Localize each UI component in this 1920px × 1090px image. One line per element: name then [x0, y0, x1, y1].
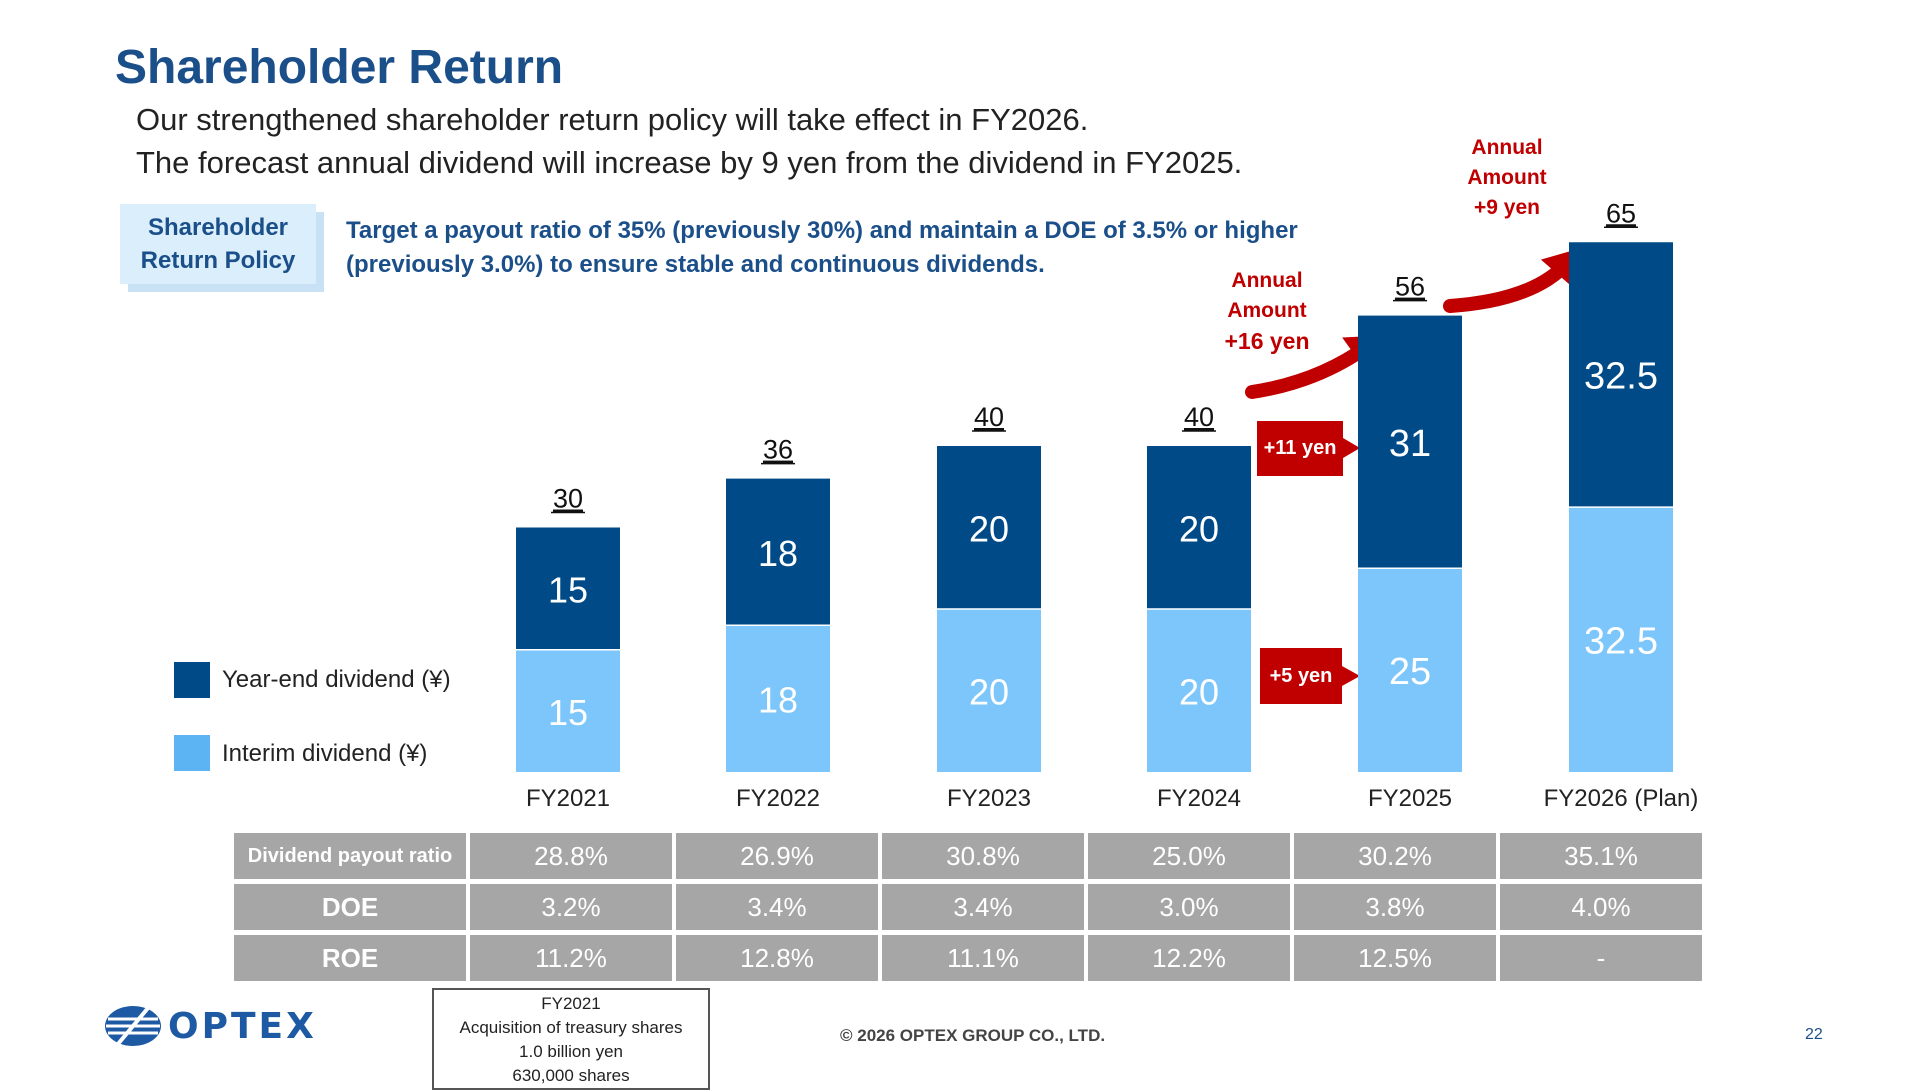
table-row: DOE 3.2% 3.4% 3.4% 3.0% 3.8% 4.0% [234, 884, 1702, 930]
bar-interim [726, 625, 830, 772]
bar-interim [516, 649, 620, 772]
annual-line3: +9 yen [1474, 196, 1540, 219]
total-label: 40 [1184, 402, 1214, 432]
year-end-increase-arrowhead [1343, 438, 1360, 458]
year-end-value-label: 32.5 [1584, 356, 1658, 398]
bar-interim [1358, 568, 1462, 772]
row-header-payout: Dividend payout ratio [234, 833, 466, 879]
legend-interim-swatch [174, 735, 210, 771]
table-cell: 12.8% [676, 935, 878, 981]
table-cell: 30.2% [1294, 833, 1496, 879]
bar-interim [1147, 609, 1251, 772]
total-label: 56 [1395, 272, 1425, 302]
note-line2: Acquisition of treasury shares [459, 1018, 683, 1037]
fy2025-annual-annotation: Annual Amount +16 yen [1212, 266, 1322, 356]
table-cell: 30.8% [882, 833, 1084, 879]
annual-line1: Annual [1471, 136, 1543, 159]
legend-year-end-swatch [174, 662, 210, 698]
total-label: 65 [1606, 198, 1636, 228]
note-line1: FY2021 [541, 994, 601, 1013]
bar-year-end [726, 478, 830, 626]
policy-label-line1: Shareholder [147, 214, 289, 241]
total-label: 36 [763, 435, 793, 465]
table-cell: 3.8% [1294, 884, 1496, 930]
category-label: FY2022 [736, 785, 820, 812]
category-label: FY2026 (Plan) [1544, 785, 1699, 812]
row-header-doe: DOE [234, 884, 466, 930]
legend-interim-label: Interim dividend (¥) [222, 740, 428, 767]
table-cell: 28.8% [470, 833, 672, 879]
policy-text-line2: (previously 3.0%) to ensure stable and c… [346, 251, 1045, 278]
policy-label-line2: Return Policy [140, 247, 296, 274]
table-cell: 25.0% [1088, 833, 1290, 879]
row-header-roe: ROE [234, 935, 466, 981]
metrics-table: Dividend payout ratio 28.8% 26.9% 30.8% … [230, 828, 1706, 986]
interim-value-label: 18 [758, 680, 798, 721]
interim-value-label: 15 [548, 692, 588, 733]
table-cell: 3.4% [676, 884, 878, 930]
table-row: Dividend payout ratio 28.8% 26.9% 30.8% … [234, 833, 1702, 879]
table-row: ROE 11.2% 12.8% 11.1% 12.2% 12.5% - [234, 935, 1702, 981]
policy-label-box: Shareholder Return Policy [120, 204, 316, 284]
category-label: FY2024 [1157, 785, 1241, 812]
optex-logo: OPTEX [104, 1004, 317, 1048]
logo-text: OPTEX [168, 1005, 317, 1047]
policy-text: Target a payout ratio of 35% (previously… [346, 214, 1346, 282]
table-cell: 12.5% [1294, 935, 1496, 981]
total-label: 30 [553, 484, 583, 514]
year-end-value-label: 18 [758, 533, 798, 574]
year-end-value-label: 20 [1179, 509, 1219, 550]
year-end-value-label: 15 [548, 570, 588, 611]
interim-increase-badge: +5 yen [1260, 648, 1342, 704]
table-cell: 3.4% [882, 884, 1084, 930]
table-cell: 3.0% [1088, 884, 1290, 930]
bar-year-end [1147, 446, 1251, 609]
table-cell: 12.2% [1088, 935, 1290, 981]
note-line4: 630,000 shares [512, 1066, 630, 1085]
note-line3: 1.0 billion yen [519, 1042, 623, 1061]
bar-year-end [516, 527, 620, 650]
bar-year-end [1569, 242, 1673, 508]
fy2026-increase-arrow [1443, 255, 1575, 313]
table-cell: 11.2% [470, 935, 672, 981]
category-label: FY2021 [526, 785, 610, 812]
bar-year-end [1358, 315, 1462, 569]
table-cell: 3.2% [470, 884, 672, 930]
optex-logo-icon [105, 1006, 161, 1046]
category-label: FY2025 [1368, 785, 1452, 812]
annual-line2: Amount [1227, 299, 1307, 322]
legend-year-end-label: Year-end dividend (¥) [222, 666, 451, 693]
year-end-increase-badge: +11 yen [1257, 421, 1343, 476]
bar-interim [1569, 507, 1673, 772]
interim-value-label: 32.5 [1584, 621, 1658, 663]
table-cell: 26.9% [676, 833, 878, 879]
interim-value-label: 25 [1389, 651, 1431, 693]
page-title: Shareholder Return [115, 41, 564, 94]
total-label: 40 [974, 402, 1004, 432]
treasury-shares-note: FY2021 Acquisition of treasury shares 1.… [432, 988, 710, 1090]
annual-line1: Annual [1231, 269, 1303, 292]
category-label: FY2023 [947, 785, 1031, 812]
year-end-value-label: 20 [969, 509, 1009, 550]
table-cell: 11.1% [882, 935, 1084, 981]
policy-text-line1: Target a payout ratio of 35% (previously… [346, 217, 1298, 244]
subtitle-line-1: Our strengthened shareholder return poli… [136, 102, 1089, 137]
bar-year-end [937, 446, 1041, 609]
table-cell: 35.1% [1500, 833, 1702, 879]
interim-increase-arrowhead [1342, 666, 1360, 686]
year-end-value-label: 31 [1389, 423, 1431, 465]
fy2026-annual-annotation: Annual Amount +9 yen [1452, 133, 1562, 223]
interim-value-label: 20 [1179, 672, 1219, 713]
annual-line2: Amount [1467, 166, 1547, 189]
interim-value-label: 20 [969, 672, 1009, 713]
table-cell: - [1500, 935, 1702, 981]
page-number: 22 [1805, 1026, 1823, 1043]
bar-interim [937, 609, 1041, 772]
table-cell: 4.0% [1500, 884, 1702, 930]
copyright-footer: © 2026 OPTEX GROUP CO., LTD. [840, 1026, 1106, 1045]
annual-line3: +16 yen [1224, 328, 1310, 354]
subtitle-line-2: The forecast annual dividend will increa… [136, 145, 1243, 180]
